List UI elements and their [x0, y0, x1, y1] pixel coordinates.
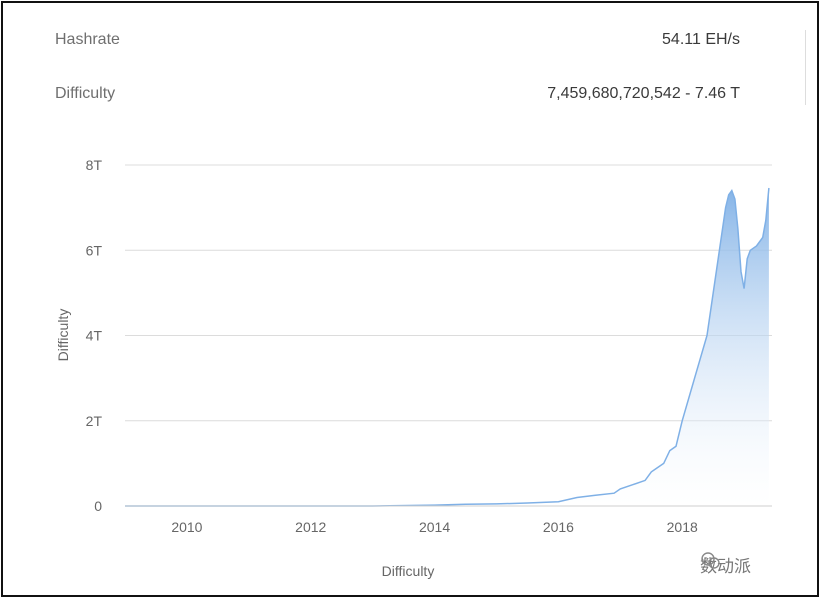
x-tick-label: 2014	[419, 519, 450, 535]
x-tick-label: 2016	[543, 519, 574, 535]
difficulty-value: 7,459,680,720,542 - 7.46 T	[547, 85, 740, 102]
hashrate-row: Hashrate 54.11 EH/s	[55, 31, 740, 55]
x-tick-label: 2018	[667, 519, 698, 535]
watermark: 数动派	[700, 550, 751, 578]
grid-lines	[125, 164, 772, 422]
y-axis-title: Difficulty	[55, 309, 71, 362]
x-axis-title: Difficulty	[382, 563, 435, 579]
y-tick-label: 8T	[86, 157, 103, 173]
y-tick-label: 0	[94, 498, 102, 514]
hashrate-value: 54.11 EH/s	[662, 31, 740, 48]
hashrate-label: Hashrate	[55, 31, 120, 48]
difficulty-label: Difficulty	[55, 85, 116, 102]
y-tick-label: 6T	[86, 242, 103, 258]
difficulty-line	[125, 187, 770, 507]
divider-line	[805, 30, 806, 105]
y-tick-label: 4T	[86, 328, 103, 344]
x-tick-label: 2012	[295, 519, 326, 535]
wechat-logo-icon	[701, 552, 720, 569]
watermark-text: 数动派	[700, 556, 751, 576]
difficulty-area	[125, 188, 769, 506]
y-tick-labels: 0 2T 4T 6T 8T	[86, 157, 103, 514]
y-tick-label: 2T	[86, 413, 103, 429]
x-tick-labels: 2010 2012 2014 2016 2018	[171, 519, 698, 535]
difficulty-row: Difficulty 7,459,680,720,542 - 7.46 T	[55, 85, 740, 109]
x-tick-label: 2010	[171, 519, 202, 535]
